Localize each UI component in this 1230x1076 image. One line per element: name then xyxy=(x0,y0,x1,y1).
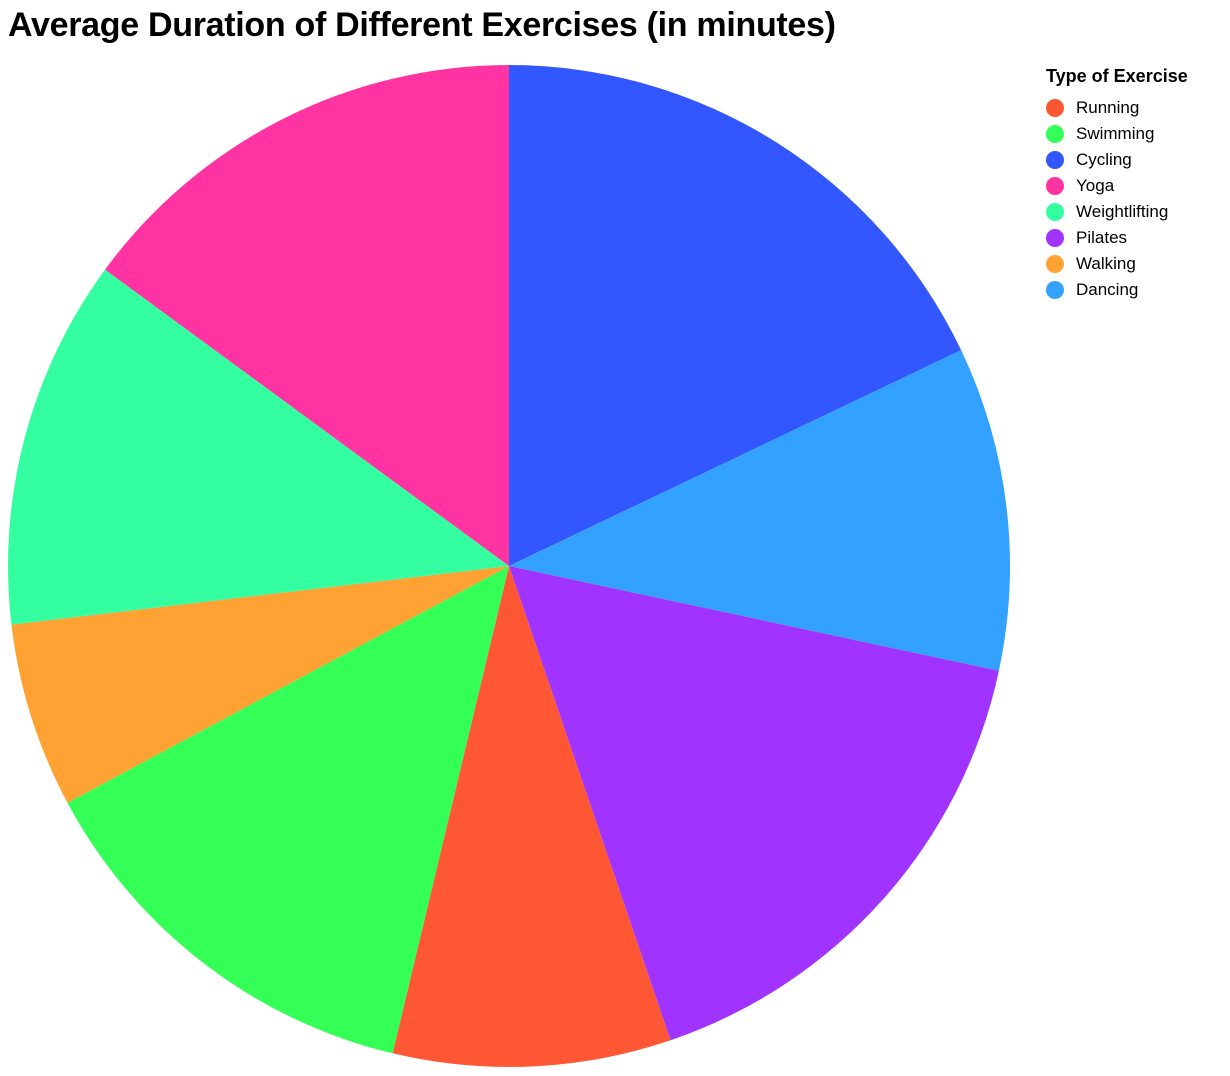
legend-item-cycling: Cycling xyxy=(1046,147,1188,173)
legend-swatch-cycling xyxy=(1046,151,1064,169)
legend-label: Swimming xyxy=(1076,124,1155,143)
pie-slice-swimming[interactable] xyxy=(67,566,510,1054)
legend: Type of Exercise Running Swimming Cycling Y… xyxy=(1046,66,1188,303)
legend-swatch-dancing xyxy=(1046,281,1064,299)
legend-label: Yoga xyxy=(1076,176,1115,195)
legend-swatch-weightlifting xyxy=(1046,203,1064,221)
legend-swatch-running xyxy=(1046,99,1064,117)
legend-item-weightlifting: Weightlifting xyxy=(1046,199,1188,225)
pie-slice-cycling[interactable] xyxy=(509,65,962,566)
chart-title: Average Duration of Different Exercises … xyxy=(8,6,836,44)
legend-item-dancing: Dancing xyxy=(1046,277,1188,303)
legend-swatch-swimming xyxy=(1046,125,1064,143)
legend-swatch-pilates xyxy=(1046,229,1064,247)
pie-slice-dancing[interactable] xyxy=(509,350,1011,671)
legend-label: Weightlifting xyxy=(1076,202,1169,221)
legend-item-yoga: Yoga xyxy=(1046,173,1188,199)
pie-slice-yoga[interactable] xyxy=(105,64,509,566)
legend-label: Dancing xyxy=(1076,280,1139,299)
legend-label: Walking xyxy=(1076,254,1136,273)
pie-slice-weightlifting[interactable] xyxy=(8,269,509,625)
legend-item-pilates: Pilates xyxy=(1046,225,1188,251)
pie-slice-running[interactable] xyxy=(392,566,671,1067)
legend-label: Pilates xyxy=(1076,228,1128,247)
legend-item-walking: Walking xyxy=(1046,251,1188,277)
legend-item-swimming: Swimming xyxy=(1046,121,1188,147)
pie-slice-walking[interactable] xyxy=(11,566,509,803)
pie-slice-pilates[interactable] xyxy=(509,566,999,1041)
legend-swatch-yoga xyxy=(1046,177,1064,195)
pie-slices xyxy=(8,64,1011,1067)
legend-label: Running xyxy=(1076,98,1140,117)
legend-swatch-walking xyxy=(1046,255,1064,273)
legend-title: Type of Exercise xyxy=(1046,66,1188,86)
legend-item-running: Running xyxy=(1046,95,1188,121)
legend-label: Cycling xyxy=(1076,150,1132,169)
legend-items: Running Swimming Cycling Yoga Weightlifting P… xyxy=(1046,95,1188,303)
